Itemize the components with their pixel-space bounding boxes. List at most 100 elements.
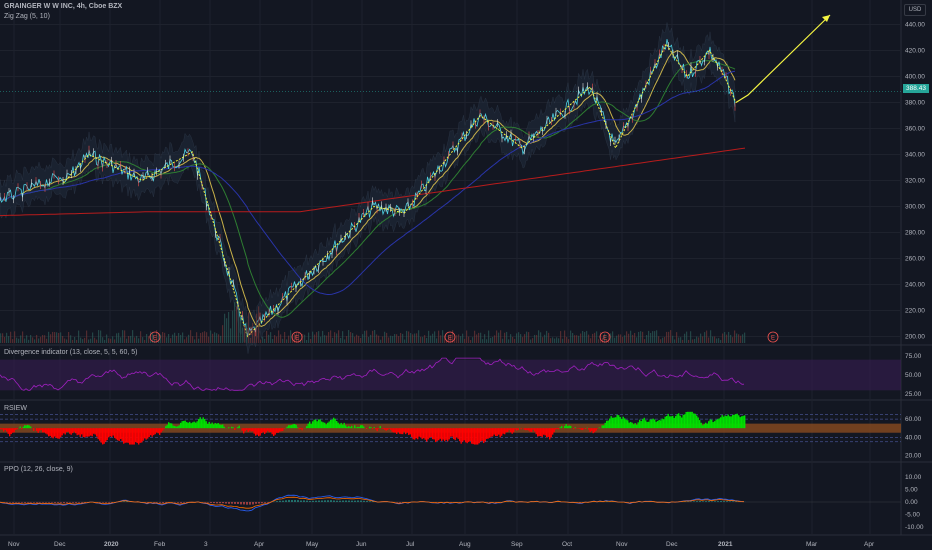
ppo-histogram-bar [720,500,722,502]
rsiew-bar [480,428,482,442]
volume-bar [340,337,342,343]
rsiew-bar [277,428,279,433]
rsiew-bar [579,428,581,429]
volume-bar [592,333,594,343]
rsiew-bar [723,416,725,429]
rsiew-bar [666,415,668,429]
symbol-title[interactable]: GRAINGER W W INC, 4h, Cboe BZX [4,3,123,10]
currency-button[interactable]: USD [904,4,926,16]
volume-bar [6,332,8,343]
rsiew-bar [390,428,392,430]
rsiew-bar [417,428,419,440]
ppo-histogram-bar [288,499,290,502]
volume-bar [188,334,190,343]
rsiew-bar [4,428,6,430]
divergence-pane-title[interactable]: Divergence indicator (13, close, 5, 5, 6… [4,349,138,356]
price-tick-label: 260.00 [905,256,925,263]
volume-bar [290,330,292,343]
price-tick-label: 360.00 [905,126,925,133]
volume-bar [696,336,698,343]
rsiew-tick-label: 40.00 [905,434,922,441]
ppo-pane-title[interactable]: PPO (12, 26, close, 9) [4,466,73,473]
rsiew-bar [24,425,26,429]
rsiew-bar [444,428,446,442]
ppo-histogram-bar [78,502,80,503]
volume-bar [608,334,610,343]
rsiew-bar [384,428,386,430]
rsiew-bar [436,428,438,441]
rsiew-bar [546,428,548,438]
rsiew-bar [406,428,408,433]
volume-bar [692,339,694,343]
rsiew-bar [516,428,518,431]
rsiew-bar [622,416,624,429]
rsiew-bar [330,420,332,429]
rsiew-bar [22,426,24,429]
rsiew-bar [321,421,323,429]
ppo-histogram-bar [48,502,50,503]
rsiew-bar [730,416,732,429]
volume-bar [174,332,176,343]
earnings-marker [444,331,456,343]
ppo-histogram-bar [60,502,62,503]
volume-bar [430,335,432,343]
volume-bar [248,312,250,343]
rsiew-bar [279,428,281,432]
rsiew-bar [405,428,407,435]
ppo-histogram-bar [693,501,695,502]
rsiew-bar [613,417,615,429]
rsiew-bar [658,419,660,429]
rsiew-bar [526,428,528,431]
ppo-histogram-bar [276,501,278,502]
volume-bar [402,333,404,343]
volume-bar [168,333,170,343]
rsiew-bar [172,425,174,429]
volume-bar [38,338,40,343]
rsiew-bar [48,428,50,437]
volume-bar [98,330,100,343]
volume-bar [590,338,592,343]
volume-bar [674,339,676,343]
rsiew-bar [664,416,666,429]
rsiew-bar [424,428,426,440]
volume-bar [72,339,74,343]
rsiew-bar [265,428,267,433]
ppo-histogram-bar [66,502,68,503]
volume-bar [380,339,382,343]
volume-bar [52,331,54,343]
rsiew-bar [75,428,77,434]
rsiew-bar [169,423,171,429]
volume-bar [738,334,740,343]
volume-bar [50,334,52,343]
volume-bar [150,331,152,343]
volume-bar [576,335,578,343]
rsiew-bar [142,428,144,441]
rsiew-bar [646,421,648,429]
zigzag-legend[interactable]: Zig Zag (5, 10) [4,13,50,20]
rsiew-bar [156,428,158,433]
volume-bar [92,332,94,343]
volume-bar [56,332,58,343]
volume-bar [724,332,726,343]
rsiew-bar [619,417,621,429]
rsiew-bar [661,418,663,429]
earnings-marker [599,331,611,343]
rsiew-bar [294,423,296,429]
ma-mid-line [0,60,736,318]
volume-bar [94,337,96,343]
volume-bar [726,334,728,343]
rsiew-bar [648,421,650,429]
volume-bar [568,339,570,343]
rsiew-pane-title[interactable]: RSIEW [4,405,27,412]
volume-bar [10,331,12,343]
volume-bar [386,332,388,343]
rsiew-bar [180,422,182,429]
ppo-histogram-bar [24,502,26,503]
ppo-histogram-bar [306,500,308,502]
ppo-histogram-bar [63,502,65,503]
rsiew-bar [639,419,641,429]
arrowhead [822,15,830,22]
volume-bar [508,339,510,343]
volume-bar [458,334,460,343]
